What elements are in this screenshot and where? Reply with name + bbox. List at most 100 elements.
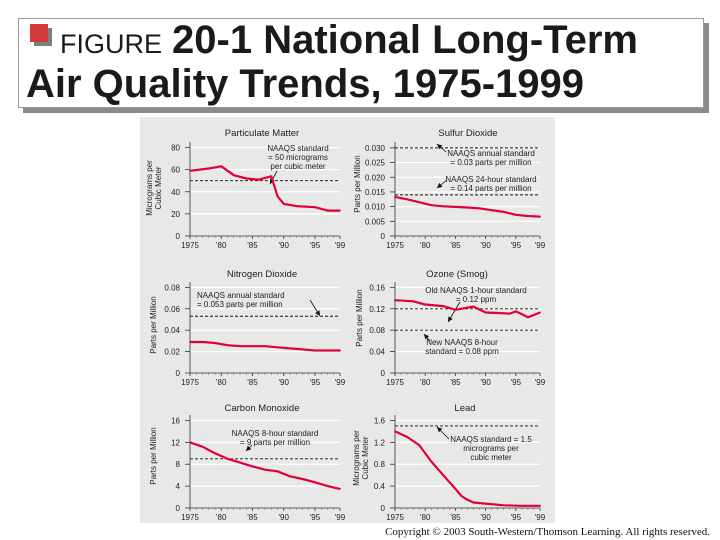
standard-label: NAAQS standard = 1.5 [450,435,532,444]
x-tick-label: '80 [216,378,227,387]
data-point [214,452,216,455]
x-tick-label: 1975 [181,513,199,522]
y-tick-label: 0.16 [369,283,385,292]
standard-arrowhead [437,427,443,433]
data-point [442,205,445,208]
data-point [189,169,191,172]
y-tick-label: 0.4 [374,482,386,491]
chart-title: Nitrogen Dioxide [227,269,297,280]
chart-particulate-matter: Particulate Matter Micrograms per Cubic Me… [145,128,346,250]
y-tick-label: 0.08 [164,283,180,292]
data-point [314,349,316,352]
x-tick-label: '90 [480,513,491,522]
data-point [245,177,248,180]
data-point [527,316,529,319]
standard-label: = 0.03 parts per million [450,158,531,167]
title-bullet-square [30,24,48,42]
y-tick-label: 0.06 [164,305,180,314]
y-tick-label: 0.04 [369,348,385,357]
y-tick-label: 0 [381,232,386,241]
y-tick-label: 1.2 [374,438,386,447]
chart-title: Carbon Monoxide [225,403,300,414]
x-tick-label: '85 [247,378,258,387]
data-point [478,207,481,210]
data-point [406,436,408,438]
chart-ozone-smog: Ozone (Smog) Parts per Million 0 0.04 0.08 0.… [355,269,546,387]
y-tick-label: 60 [171,166,180,175]
y-axis-label: Parts per Million [353,155,362,212]
chart-carbon-monoxide: Carbon Monoxide Parts per Million 0 4 8 12 16 1… [149,403,346,522]
y-tick-label: 0 [176,232,181,241]
data-point [454,488,457,490]
data-point [454,308,457,311]
standard-label: NAAQS annual standard [197,291,285,300]
y-tick-label: 0.08 [369,326,385,335]
data-point [339,488,341,490]
data-point [412,300,414,303]
y-tick-label: 40 [171,188,180,197]
y-tick-label: 0.015 [365,188,386,197]
data-point [502,211,505,213]
data-point [201,445,204,448]
data-point [472,305,475,308]
data-point [454,206,457,208]
x-tick-label: '95 [310,241,321,250]
x-tick-label: 1975 [386,241,404,250]
x-tick-label: '99 [535,241,546,250]
y-axis-label: Micrograms per [352,430,361,486]
data-point [314,206,316,209]
data-point [257,178,260,181]
data-point [251,465,254,468]
standard-label: NAAQS standard [267,144,328,153]
series-line [189,441,341,490]
standard-label: = 0.053 parts per million [197,300,283,309]
chart-sulfur-dioxide: Sulfur Dioxide Parts per Million 0 0.005 0.0… [353,128,546,250]
y-tick-label: 0 [176,369,181,378]
y-axis-label: Parts per Million [149,427,158,484]
x-tick-label: '95 [310,378,321,387]
y-tick-label: 0.005 [365,217,386,226]
x-tick-label: '80 [216,513,227,522]
standard-arrowhead [437,182,443,188]
standard-arrowhead [437,144,443,150]
data-point [301,348,304,351]
data-point [418,201,421,204]
standard-label: micrograms per [463,444,519,453]
data-point [264,345,266,348]
data-point [214,342,216,344]
y-tick-label: 0.030 [365,144,386,153]
data-point [276,346,279,349]
x-tick-label: 1975 [181,241,199,250]
standard-label: = 0.14 parts per million [450,184,531,193]
data-point [430,460,433,463]
data-point [226,457,229,460]
data-point [527,215,529,217]
data-point [326,209,329,212]
x-tick-label: '99 [335,513,346,522]
chart-title: Ozone (Smog) [426,269,488,280]
data-point [418,444,421,446]
data-point [484,502,487,505]
data-point [326,485,329,487]
data-point [508,312,511,315]
standard-label: New NAAQS 8-hour [426,338,498,347]
standard-label: = 0.12 ppm [456,295,497,304]
data-point [289,347,291,350]
data-point [276,470,279,473]
data-point [514,213,517,216]
data-point [264,468,266,471]
standard-arrowhead [315,310,320,316]
data-point [239,461,241,464]
y-tick-label: 0.025 [365,159,386,168]
y-tick-label: 0 [381,369,386,378]
standard-label: = 9 parts per million [240,438,310,447]
x-tick-label: '85 [450,378,461,387]
chart-lead: Lead Micrograms per Cubic Meter 0 0.4 0.8 1.2 1… [352,403,546,522]
data-point [314,481,316,484]
data-point [207,167,210,170]
x-tick-label: '99 [535,378,546,387]
x-tick-label: '85 [247,513,258,522]
x-tick-label: '80 [216,241,227,250]
y-tick-label: 0 [176,504,181,513]
